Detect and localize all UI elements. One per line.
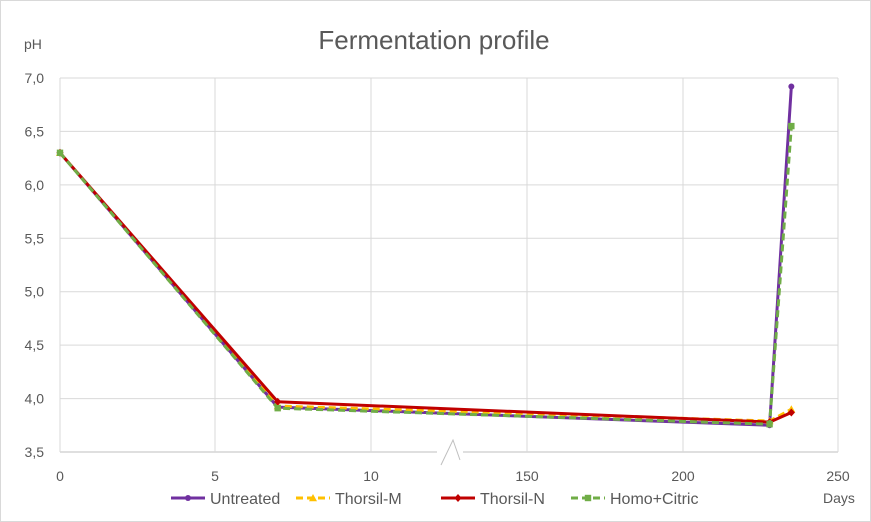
y-tick-label: 5,5 xyxy=(25,230,45,246)
legend-label: Thorsil-N xyxy=(480,491,545,508)
legend-marker xyxy=(584,494,592,502)
x-tick-label: 10 xyxy=(363,468,379,484)
series-line xyxy=(58,125,793,426)
y-tick-label: 6,5 xyxy=(25,123,45,139)
series-homo-citric xyxy=(56,122,795,428)
axis-break-mark xyxy=(440,438,461,466)
series-thorsil-n xyxy=(56,148,795,427)
data-point xyxy=(766,421,773,428)
legend-label: Untreated xyxy=(210,491,280,508)
legend-marker xyxy=(454,494,462,502)
y-tick-label: 5,0 xyxy=(25,284,45,300)
x-axis-label: Days xyxy=(823,490,855,506)
y-axis-label: pH xyxy=(24,36,42,52)
data-point xyxy=(56,149,64,156)
x-tick-label: 250 xyxy=(826,468,850,484)
legend-item: Homo+Citric xyxy=(571,491,698,508)
legend-item: Thorsil-M xyxy=(296,491,402,508)
chart-title: Fermentation profile xyxy=(318,25,549,55)
legend-item: Thorsil-N xyxy=(441,491,545,508)
x-tick-label: 0 xyxy=(56,468,64,484)
data-point xyxy=(788,83,795,90)
legend: Untreated Thorsil-M Thorsil-N Homo+Citric xyxy=(171,491,698,508)
axis-break xyxy=(437,438,463,466)
x-tick-label: 200 xyxy=(671,468,695,484)
y-tick-label: 7,0 xyxy=(25,70,45,86)
legend-item: Untreated xyxy=(171,491,280,508)
y-tick-label: 4,0 xyxy=(25,391,45,407)
data-point xyxy=(787,408,795,417)
series-untreated xyxy=(57,83,795,429)
y-tick-label: 6,0 xyxy=(25,177,45,193)
data-point xyxy=(788,122,795,130)
legend-marker xyxy=(309,494,317,502)
legend-marker xyxy=(185,495,191,501)
series-thorsil-m xyxy=(56,148,796,425)
legend-label: Thorsil-M xyxy=(335,491,402,508)
y-tick-label: 3,5 xyxy=(25,444,45,460)
series-line xyxy=(58,86,793,427)
gridlines xyxy=(59,77,839,453)
tick-labels: 3,5 4,0 4,5 5,0 5,5 6,0 6,5 7,0 0 5 10 150 200 250 xyxy=(25,70,850,484)
x-tick-label: 150 xyxy=(515,468,539,484)
data-point xyxy=(274,397,282,406)
x-tick-label: 5 xyxy=(211,468,219,484)
data-point xyxy=(274,404,281,412)
axis-break-mask xyxy=(437,438,463,466)
legend-label: Homo+Citric xyxy=(610,491,698,508)
series-group xyxy=(56,83,796,429)
series-line xyxy=(58,151,793,423)
y-tick-label: 4,5 xyxy=(25,337,45,353)
series-line xyxy=(58,151,792,424)
